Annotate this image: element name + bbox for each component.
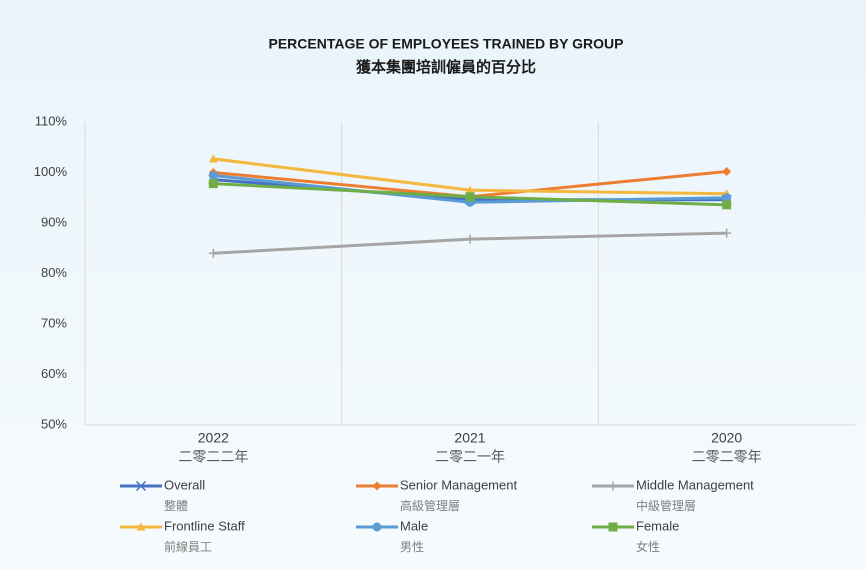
chart-subtitle: 獲本集團培訓僱員的百分比: [356, 58, 536, 76]
y-tick-label: 50%: [41, 416, 67, 431]
legend-label-zh: 男性: [400, 540, 424, 554]
x-tick-label-zh: 二零二零年: [692, 449, 762, 465]
x-tick-label: 2021: [454, 430, 485, 446]
x-tick-label-zh: 二零二二年: [178, 449, 248, 465]
y-tick-label: 90%: [41, 214, 67, 229]
y-tick-label: 60%: [41, 366, 67, 381]
legend-label-zh: 女性: [636, 539, 660, 554]
legend-label: Male: [400, 518, 428, 533]
legend-label: Frontline Staff: [164, 518, 245, 533]
legend-label-zh: 高級管理層: [400, 498, 460, 513]
data-point: [209, 171, 218, 180]
legend-label: Overall: [164, 477, 205, 492]
chart: PERCENTAGE OF EMPLOYEES TRAINED BY GROUP…: [0, 0, 866, 570]
data-point: [209, 179, 218, 188]
y-tick-label: 80%: [41, 265, 67, 280]
legend-label-zh: 中級管理層: [636, 498, 696, 513]
x-tick-label: 2020: [711, 430, 742, 446]
y-tick-label: 70%: [41, 315, 67, 330]
legend-label: Female: [636, 518, 679, 533]
x-tick-label-zh: 二零二一年: [435, 449, 505, 465]
legend-label-zh: 整體: [164, 498, 188, 513]
legend-marker: [609, 523, 618, 532]
chart-title: PERCENTAGE OF EMPLOYEES TRAINED BY GROUP: [269, 36, 624, 52]
data-point: [466, 192, 475, 201]
page: PERCENTAGE OF EMPLOYEES TRAINED BY GROUP…: [0, 0, 866, 570]
data-point: [722, 200, 731, 209]
legend-marker: [373, 523, 382, 532]
legend-label: Middle Management: [636, 477, 754, 492]
y-tick-label: 100%: [34, 164, 68, 179]
x-tick-label: 2022: [198, 430, 229, 446]
y-tick-label: 110%: [35, 113, 68, 128]
legend-label-zh: 前線員工: [164, 539, 212, 554]
legend-label: Senior Management: [400, 477, 517, 492]
